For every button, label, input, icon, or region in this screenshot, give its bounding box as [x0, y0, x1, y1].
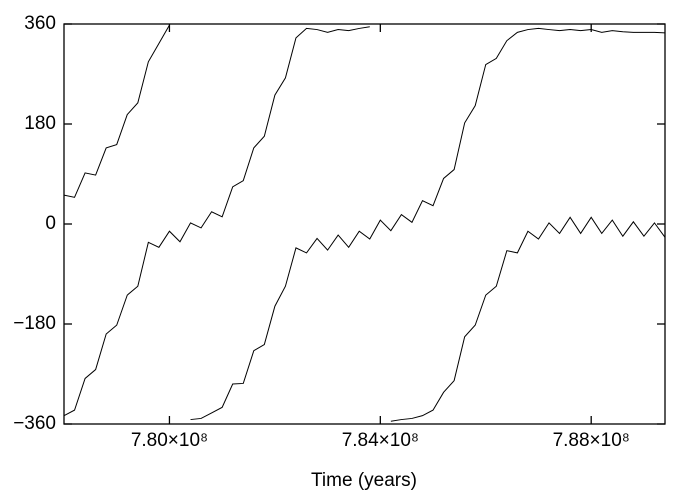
y-tick-label: 0 [45, 213, 56, 234]
y-tick-label: −180 [13, 313, 56, 334]
x-tick-label: 7.80×10⁸ [131, 430, 208, 451]
y-tick-label: −360 [13, 413, 56, 434]
y-tick-label: 360 [24, 13, 56, 34]
x-axis-label: Time (years) [311, 470, 417, 491]
y-tick-label: 180 [24, 113, 56, 134]
x-tick-label: 7.84×10⁸ [342, 430, 419, 451]
data-line [63, 24, 666, 421]
x-tick-label: 7.88×10⁸ [553, 430, 630, 451]
data-line [63, 26, 666, 422]
